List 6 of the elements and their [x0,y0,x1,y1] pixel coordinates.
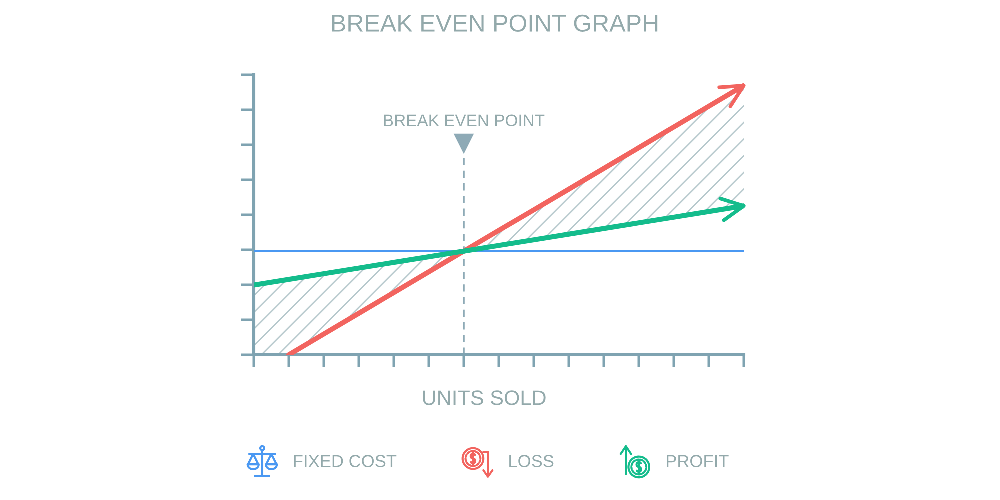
annotation: BREAK EVEN POINT [384,114,545,127]
x-axis-title: UNITS SOLD [423,390,546,406]
legend-label: LOSS [510,455,554,468]
legend-label: PROFIT [666,455,729,468]
legend-label: FIXED COST [294,455,397,468]
chart-title: BREAK EVEN POINT GRAPH [332,14,658,32]
